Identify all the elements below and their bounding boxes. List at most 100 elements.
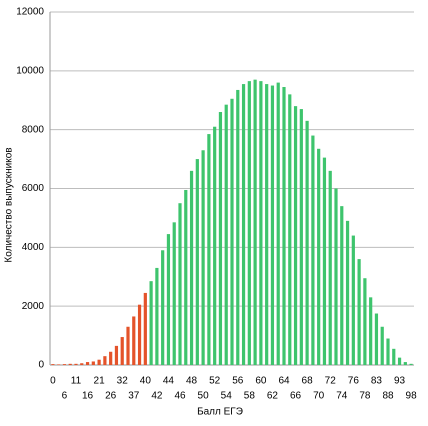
bar bbox=[207, 134, 211, 365]
y-tick-label: 0 bbox=[38, 360, 44, 371]
bar bbox=[392, 348, 396, 365]
x-tick-label: 32 bbox=[117, 376, 129, 387]
bar bbox=[80, 363, 84, 365]
bar bbox=[328, 170, 332, 365]
y-tick-label: 12000 bbox=[16, 7, 44, 18]
bar bbox=[74, 363, 78, 365]
bar bbox=[386, 338, 390, 365]
y-tick-label: 2000 bbox=[22, 301, 45, 312]
x-tick-label: 54 bbox=[221, 391, 233, 402]
x-tick-label: 76 bbox=[348, 376, 360, 387]
x-tick-label: 60 bbox=[255, 376, 267, 387]
bar bbox=[166, 234, 171, 365]
bar bbox=[265, 84, 269, 365]
bar bbox=[143, 292, 147, 365]
bar bbox=[51, 364, 55, 365]
bar bbox=[114, 345, 119, 365]
x-tick-label: 68 bbox=[302, 376, 314, 387]
x-tick-label: 40 bbox=[140, 376, 152, 387]
bar bbox=[155, 267, 159, 365]
bar bbox=[149, 281, 153, 365]
bar bbox=[109, 351, 113, 365]
x-tick-label: 93 bbox=[394, 376, 406, 387]
x-tick-label: 56 bbox=[232, 376, 244, 387]
x-tick-label: 21 bbox=[94, 376, 106, 387]
bar bbox=[409, 363, 413, 365]
x-tick-label: 11 bbox=[71, 376, 82, 387]
x-tick-label: 44 bbox=[163, 376, 175, 387]
bar bbox=[224, 104, 228, 365]
bar bbox=[351, 235, 355, 365]
bar bbox=[189, 170, 194, 365]
bar bbox=[282, 87, 286, 365]
bar bbox=[288, 94, 292, 365]
bar bbox=[276, 82, 280, 365]
y-tick-label: 4000 bbox=[22, 242, 45, 253]
x-axis-title: Балл ЕГЭ bbox=[197, 407, 243, 418]
x-tick-label: 62 bbox=[267, 391, 279, 402]
bar bbox=[270, 85, 275, 366]
bar bbox=[236, 89, 240, 366]
x-tick-label: 58 bbox=[244, 391, 256, 402]
y-tick-label: 8000 bbox=[22, 124, 45, 135]
bar bbox=[311, 135, 315, 365]
x-tick-label: 98 bbox=[406, 391, 418, 402]
bar bbox=[363, 278, 367, 365]
x-tick-label: 88 bbox=[382, 391, 394, 402]
bar bbox=[369, 297, 373, 365]
bar bbox=[403, 362, 407, 365]
x-tick-label: 48 bbox=[186, 376, 198, 387]
bar bbox=[57, 364, 61, 365]
bar bbox=[305, 120, 309, 365]
bar bbox=[380, 326, 384, 365]
bar bbox=[322, 157, 327, 365]
x-tick-label: 78 bbox=[359, 391, 371, 402]
y-axis-title: Количество выпускников bbox=[4, 147, 15, 262]
bar bbox=[120, 337, 124, 365]
bar bbox=[334, 188, 338, 365]
bar bbox=[340, 206, 344, 365]
bar bbox=[259, 81, 263, 366]
bar bbox=[230, 98, 234, 365]
x-tick-label: 37 bbox=[128, 391, 140, 402]
bar bbox=[299, 109, 303, 365]
bar bbox=[178, 203, 182, 365]
x-tick-label: 50 bbox=[198, 391, 210, 402]
bar bbox=[253, 79, 257, 366]
bar bbox=[374, 313, 379, 365]
bar bbox=[132, 316, 136, 365]
x-tick-label: 66 bbox=[290, 391, 302, 402]
bar bbox=[126, 326, 130, 365]
x-tick-label: 42 bbox=[151, 391, 163, 402]
x-tick-label: 6 bbox=[62, 391, 68, 402]
bar bbox=[85, 362, 90, 365]
bar bbox=[161, 250, 165, 365]
x-tick-label: 16 bbox=[82, 391, 94, 402]
bar bbox=[201, 150, 205, 365]
bar bbox=[137, 304, 142, 365]
bar bbox=[103, 356, 107, 365]
bar bbox=[68, 363, 72, 365]
x-tick-label: 72 bbox=[325, 376, 337, 387]
x-tick-label: 83 bbox=[371, 376, 383, 387]
x-tick-label: 0 bbox=[50, 376, 56, 387]
bar bbox=[293, 106, 298, 365]
bar bbox=[357, 259, 361, 365]
x-tick-label: 46 bbox=[174, 391, 186, 402]
bar bbox=[247, 81, 251, 366]
y-tick-label: 6000 bbox=[22, 183, 45, 194]
x-tick-label: 26 bbox=[105, 391, 117, 402]
bar bbox=[213, 126, 217, 365]
bar bbox=[97, 359, 101, 365]
bar bbox=[62, 364, 67, 365]
bar bbox=[172, 222, 176, 365]
bar bbox=[397, 357, 402, 365]
bar bbox=[195, 159, 199, 365]
x-tick-label: 70 bbox=[313, 391, 325, 402]
x-tick-label: 64 bbox=[278, 376, 290, 387]
bar bbox=[91, 361, 95, 365]
bar bbox=[345, 220, 350, 365]
bar bbox=[241, 84, 246, 365]
bar bbox=[218, 112, 223, 366]
y-tick-label: 10000 bbox=[16, 65, 44, 76]
